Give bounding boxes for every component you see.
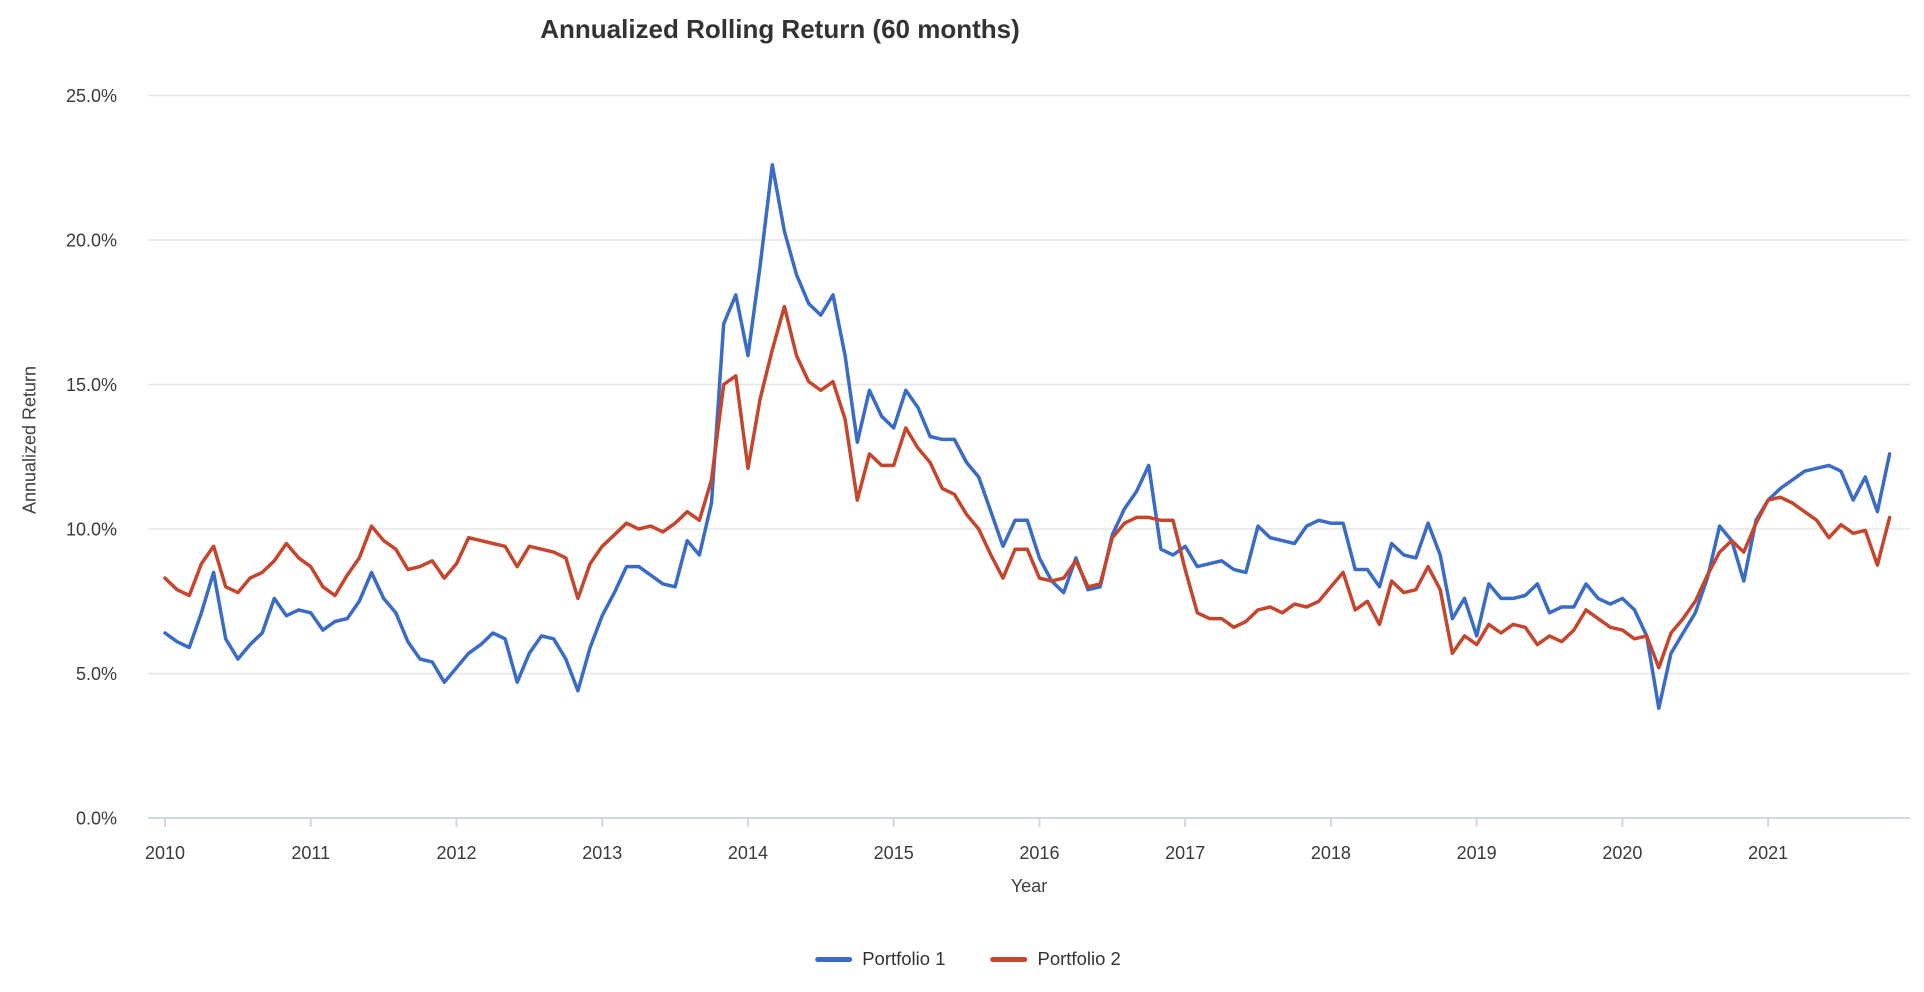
x-tick-label-2011: 2011	[291, 843, 330, 863]
series-line-portfolio-1[interactable]	[163, 163, 1892, 710]
x-tick-label-2014: 2014	[728, 843, 768, 863]
x-tick-label-2013: 2013	[582, 843, 622, 863]
y-tick-label-10pct: 10.0%	[66, 520, 117, 540]
x-tick-label-2018: 2018	[1311, 843, 1351, 863]
x-tick-label-2016: 2016	[1019, 843, 1059, 863]
x-tick-label-2019: 2019	[1457, 843, 1497, 863]
legend-label-portfolio-2: Portfolio 2	[1037, 948, 1121, 969]
legend-item-portfolio-1[interactable]: Portfolio 1	[815, 948, 946, 970]
x-tick-label-2021: 2021	[1748, 843, 1788, 863]
y-tick-label-20pct: 20.0%	[66, 231, 117, 251]
x-axis-title: Year	[1010, 876, 1048, 896]
y-tick-label-15pct: 15.0%	[66, 375, 117, 395]
y-tick-label-25pct: 25.0%	[66, 86, 117, 106]
y-tick-label-0pct: 0.0%	[76, 809, 117, 829]
y-tick-label-5pct: 5.0%	[76, 664, 117, 684]
x-tick-label-2010: 2010	[145, 843, 185, 863]
legend: Portfolio 1 Portfolio 2	[815, 948, 1121, 970]
x-tick-label-2015: 2015	[874, 843, 914, 863]
legend-swatch-portfolio-1-icon	[815, 956, 853, 962]
x-tick-label-2017: 2017	[1165, 843, 1205, 863]
legend-swatch-portfolio-2-icon	[990, 956, 1028, 962]
legend-item-portfolio-2[interactable]: Portfolio 2	[990, 948, 1121, 970]
x-tick-label-2012: 2012	[436, 843, 476, 863]
x-tick-label-2020: 2020	[1602, 843, 1642, 863]
series-line-portfolio-2[interactable]	[163, 304, 1892, 670]
chart-title: Annualized Rolling Return (60 months)	[540, 14, 1020, 44]
legend-label-portfolio-1: Portfolio 1	[862, 948, 946, 969]
